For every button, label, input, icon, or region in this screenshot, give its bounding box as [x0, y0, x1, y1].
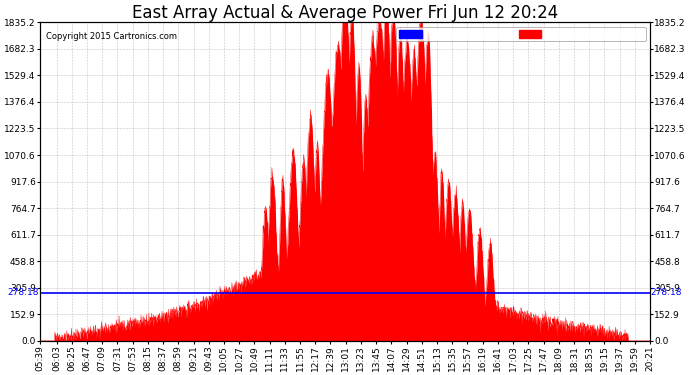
Legend: Average (DC Watts), East Array (DC Watts): Average (DC Watts), East Array (DC Watts… — [396, 27, 646, 41]
Text: Copyright 2015 Cartronics.com: Copyright 2015 Cartronics.com — [46, 32, 177, 41]
Title: East Array Actual & Average Power Fri Jun 12 20:24: East Array Actual & Average Power Fri Ju… — [132, 4, 558, 22]
Text: 278.18: 278.18 — [651, 288, 682, 297]
Text: 278.18: 278.18 — [8, 288, 39, 297]
